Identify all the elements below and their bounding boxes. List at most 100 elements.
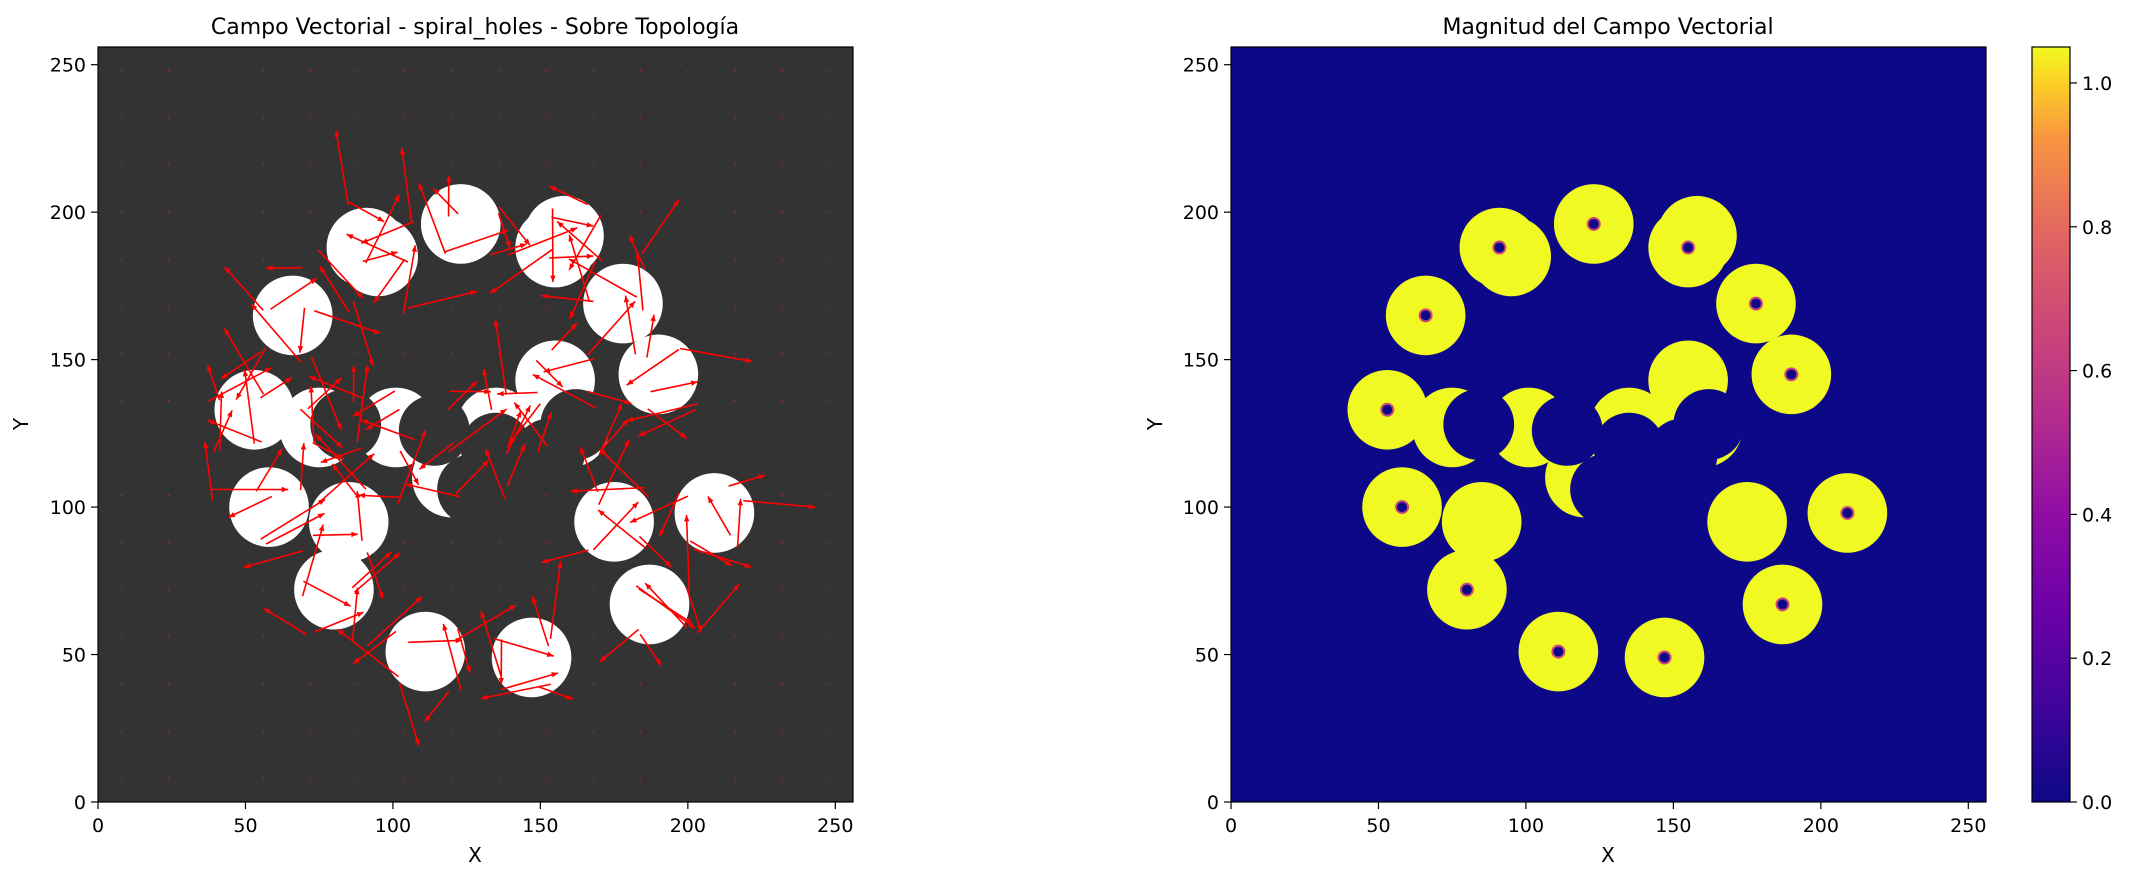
vector-arrow-zero — [167, 258, 170, 261]
vector-arrow-zero — [403, 777, 406, 780]
right-x-tick-label: 0 — [1225, 815, 1237, 837]
vector-arrow — [351, 587, 359, 642]
vector-arrow-zero — [639, 211, 642, 214]
vector-arrow-head — [243, 562, 251, 569]
vector-arrow-zero — [214, 69, 217, 72]
vector-arrow-zero — [686, 730, 689, 733]
vector-arrow — [599, 448, 650, 498]
vector-arrow-zero — [167, 305, 170, 308]
vector-arrow-zero — [592, 116, 595, 119]
vector-arrow — [354, 552, 401, 593]
vector-arrow-head — [315, 434, 323, 441]
magnitude-core — [1588, 218, 1599, 229]
vector-arrow-zero — [403, 116, 406, 119]
vector-arrow-head — [224, 266, 231, 274]
vector-arrow-head — [737, 498, 743, 506]
vector-arrow-zero — [403, 541, 406, 544]
vector-arrow — [442, 623, 462, 690]
vector-arrow-head — [285, 377, 292, 384]
vector-arrow-zero — [167, 163, 170, 166]
vector-arrow-head — [365, 423, 373, 430]
vector-arrow-zero — [214, 258, 217, 261]
vector-arrow — [541, 294, 594, 303]
vector-arrow-head — [337, 629, 345, 636]
vector-arrow — [498, 206, 531, 246]
vector-arrow — [303, 580, 351, 607]
vector-arrow-head — [690, 380, 698, 386]
vector-arrow — [243, 550, 304, 569]
vector-arrow-zero — [781, 163, 784, 166]
vector-arrow-head — [550, 275, 556, 283]
vector-arrow — [494, 319, 508, 395]
vector-arrow — [480, 683, 552, 700]
vector-arrow-zero — [120, 730, 123, 733]
right-y-tick-label: 0 — [1207, 792, 1219, 814]
vector-arrow-head — [498, 678, 504, 685]
vector-arrow — [500, 672, 559, 691]
vector-arrow-head — [586, 253, 594, 260]
vector-arrow — [346, 233, 409, 263]
colorbar-tick-label: 0.4 — [2082, 504, 2112, 526]
left-y-tick-label: 100 — [50, 497, 86, 519]
vector-arrow — [260, 498, 326, 540]
magnitude-core — [1777, 599, 1788, 610]
right-x-tick-label: 250 — [1950, 815, 1986, 837]
vector-arrow-head — [519, 243, 527, 249]
vector-arrow-zero — [734, 163, 737, 166]
vector-arrow-zero — [214, 683, 217, 686]
vector-arrow-zero — [309, 730, 312, 733]
vector-arrow-head — [415, 596, 423, 603]
magnitude-core — [1750, 298, 1761, 309]
vector-arrow — [208, 367, 272, 402]
colorbar-tick-label: 0.2 — [2082, 648, 2112, 670]
vector-arrow-head — [368, 358, 374, 366]
vector-arrow — [707, 495, 732, 536]
vector-arrow-head — [352, 410, 360, 417]
vector-arrow-zero — [120, 635, 123, 638]
vector-arrow-zero — [828, 683, 831, 686]
right-x-tick-label: 150 — [1655, 815, 1691, 837]
vector-arrow-zero — [120, 399, 123, 402]
vector-arrow-zero — [214, 305, 217, 308]
vector-arrow-head — [638, 430, 646, 436]
vector-arrow-head — [508, 605, 516, 611]
vector-arrow-zero — [498, 588, 501, 591]
vector-arrow — [505, 405, 532, 455]
vector-arrow-zero — [781, 683, 784, 686]
vector-arrow-head — [207, 364, 213, 372]
right-plot-frame — [1230, 46, 1987, 803]
magnitude-core — [1553, 646, 1564, 657]
vector-arrow-zero — [734, 305, 737, 308]
vector-arrow-zero — [734, 777, 737, 780]
vector-arrow-zero — [167, 635, 170, 638]
right-y-tick-label: 50 — [1195, 645, 1219, 667]
vector-arrow-zero — [498, 730, 501, 733]
vector-arrow-head — [405, 483, 413, 489]
vector-arrow — [693, 548, 752, 568]
vector-arrow-head — [377, 216, 385, 222]
vector-arrow-zero — [167, 447, 170, 450]
vector-arrow-zero — [734, 588, 737, 591]
vector-arrow-head — [364, 364, 370, 372]
vector-arrow — [599, 418, 629, 452]
magnitude-heatmap — [1347, 184, 1888, 698]
vector-arrow — [646, 314, 655, 358]
left-y-tick-label: 250 — [50, 55, 86, 77]
topology-blob — [609, 564, 690, 645]
vector-arrow-zero — [828, 635, 831, 638]
vector-arrow-zero — [309, 777, 312, 780]
vector-arrow — [636, 252, 644, 311]
vector-arrow-zero — [450, 730, 453, 733]
vector-arrow-zero — [214, 541, 217, 544]
vector-arrow — [400, 147, 413, 223]
vector-arrow — [373, 258, 406, 304]
vector-arrow — [549, 255, 594, 259]
magnitude-core — [1397, 502, 1408, 513]
vector-arrow-head — [599, 655, 607, 662]
vector-arrow — [310, 385, 315, 443]
vector-arrow-head — [378, 591, 384, 599]
vector-arrow-head — [399, 147, 406, 155]
vector-arrow-head — [546, 412, 552, 420]
vector-arrow-head — [264, 367, 272, 374]
vector-arrow-head — [276, 448, 283, 456]
